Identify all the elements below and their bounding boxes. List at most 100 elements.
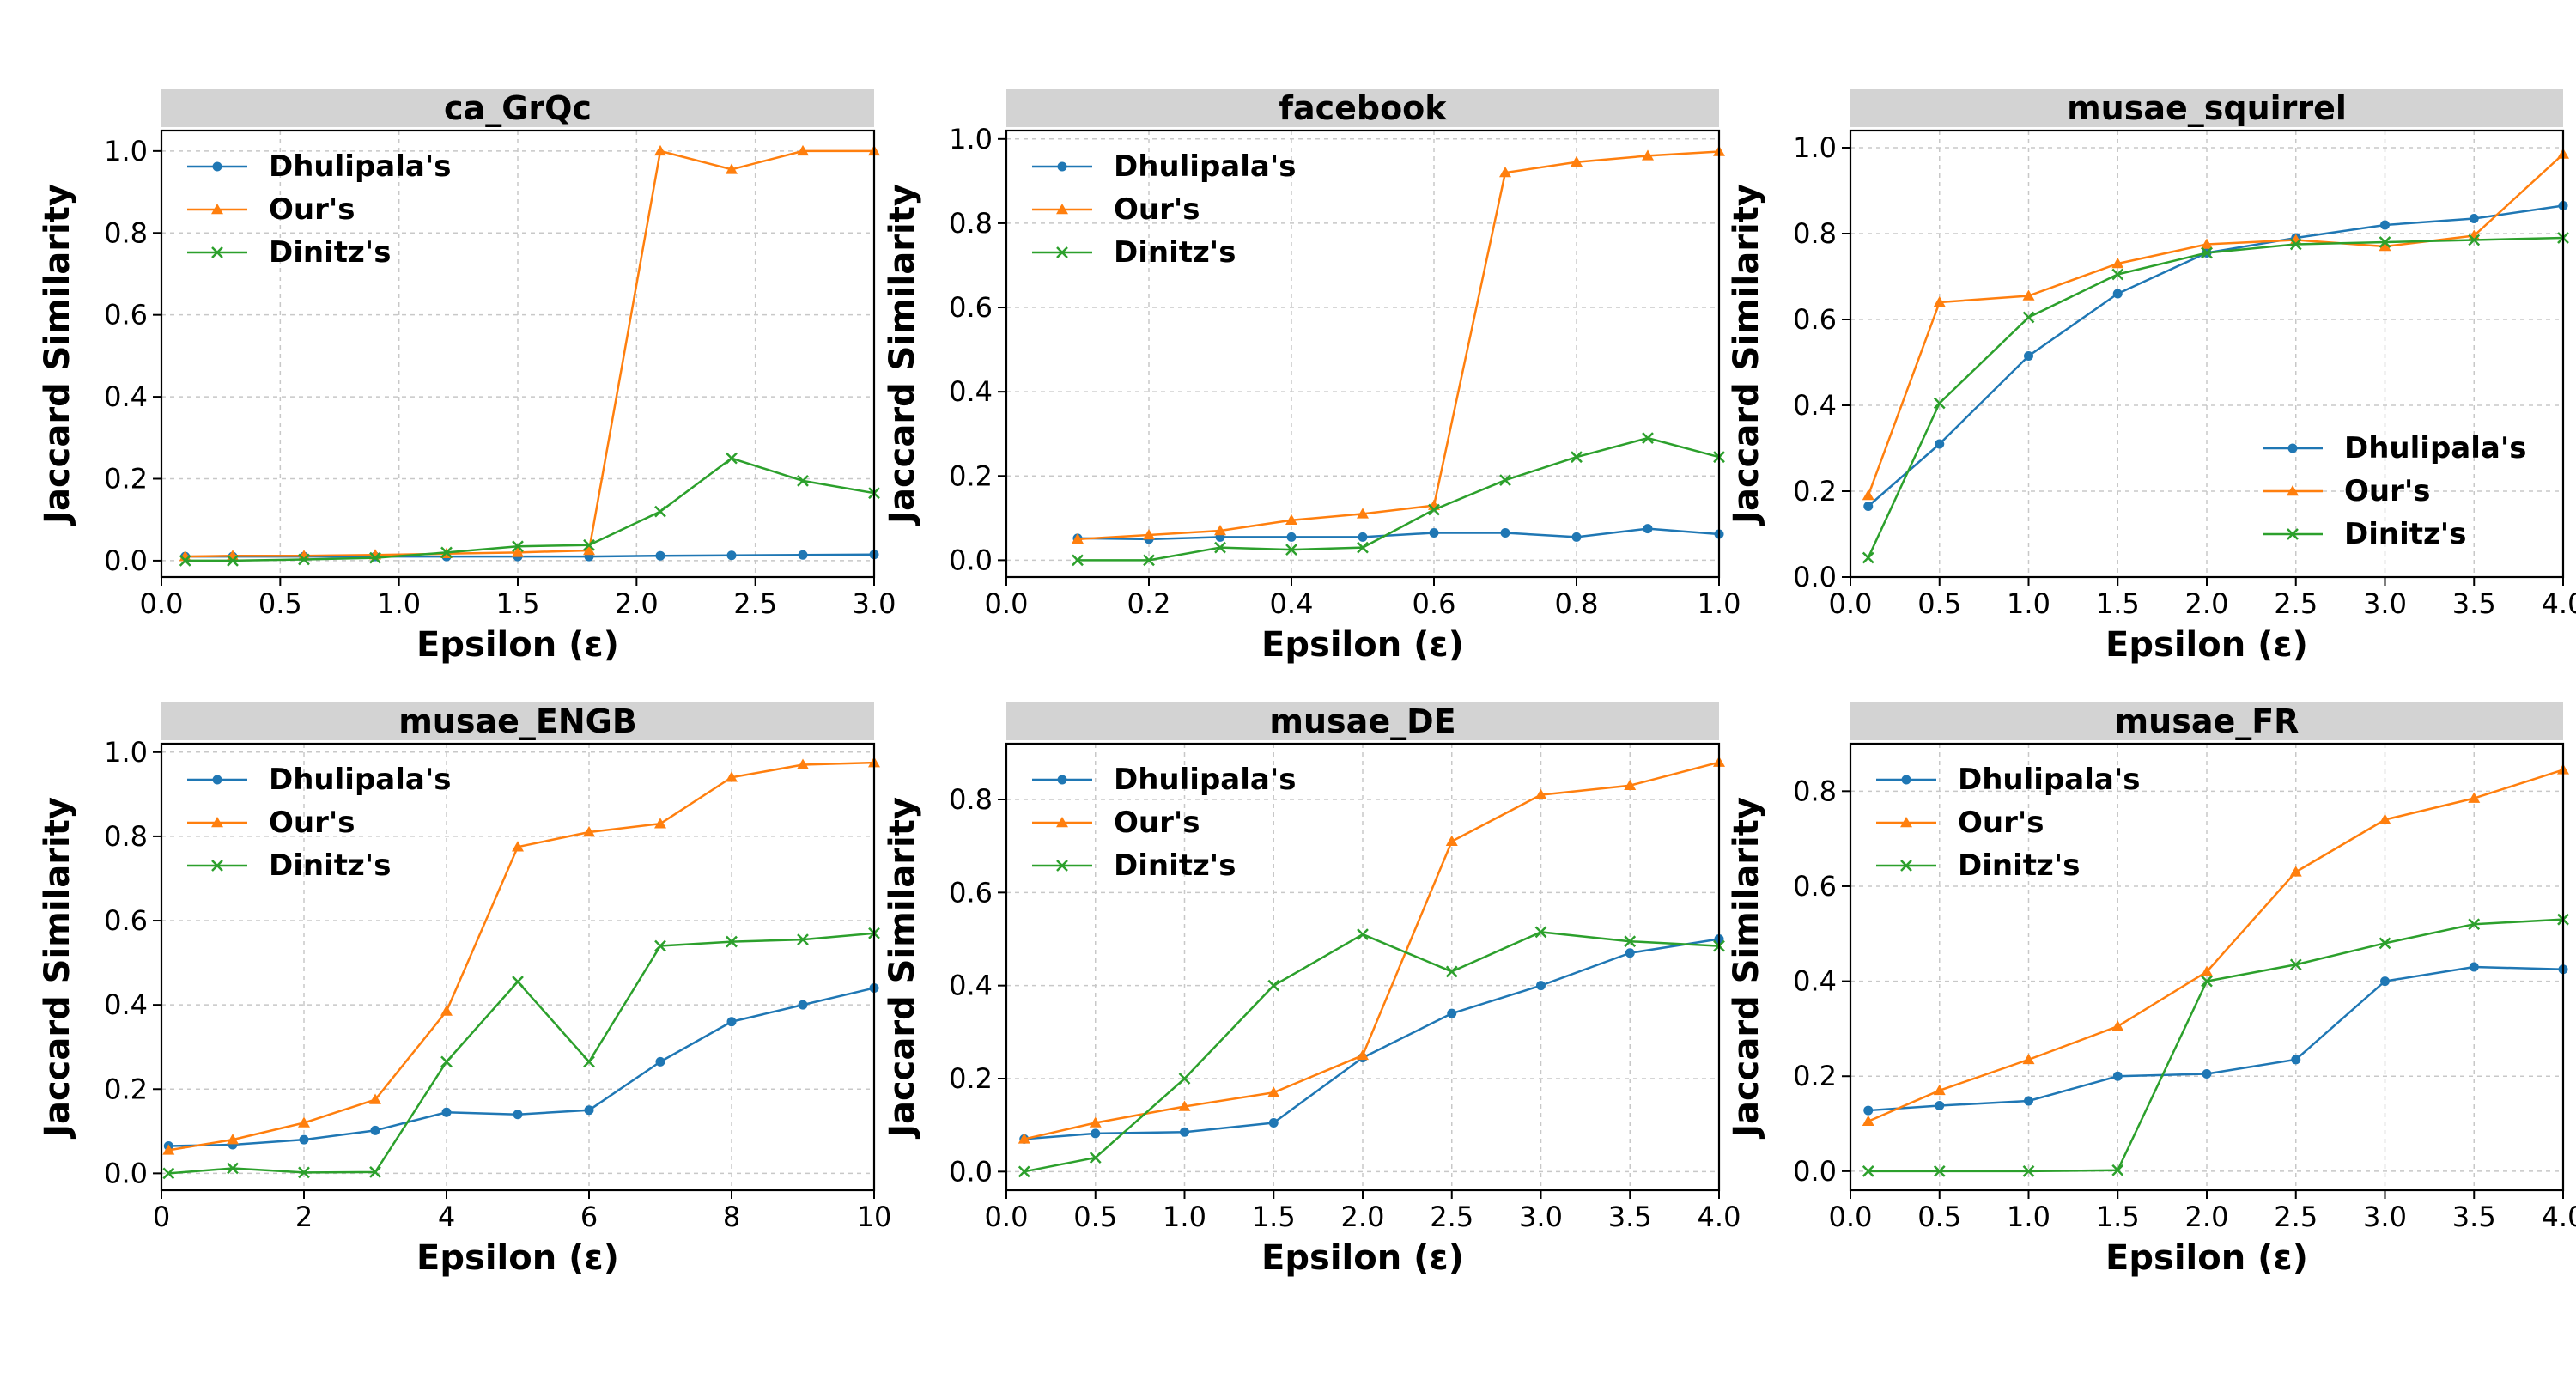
data-point	[1447, 1008, 1457, 1018]
y-tick-label: 0.6	[104, 904, 148, 937]
data-point	[1642, 149, 1654, 161]
x-tick-label: 0.2	[1127, 587, 1171, 620]
panel-musae-engb: musae_ENGB 0 2 4 6 8 10 0.0 0.2 0.4 0.6 0.8 1.0 Epsil…	[38, 702, 891, 1278]
data-point	[2022, 1053, 2035, 1065]
y-tick-label: 1.0	[104, 736, 148, 769]
title-strip	[1006, 702, 1719, 740]
x-tick-label: 0.4	[1270, 587, 1314, 620]
x-tick-label: 0.0	[1829, 1201, 1873, 1233]
y-tick-label: 0.8	[104, 820, 148, 853]
x-tick-label: 2.0	[615, 587, 659, 620]
data-point	[583, 1055, 595, 1068]
title-strip	[161, 702, 874, 740]
legend-marker	[1056, 860, 1068, 872]
legend: Dhulipala's Our's Dinitz's	[187, 763, 451, 883]
data-point	[797, 144, 809, 156]
legend: Dhulipala's Our's Dinitz's	[1032, 763, 1296, 883]
data-point	[227, 1162, 239, 1175]
x-axis-label: Epsilon (ε)	[1261, 625, 1464, 665]
data-point	[726, 550, 737, 561]
data-point	[1499, 474, 1511, 487]
x-tick-label: 3.5	[2452, 1201, 2496, 1233]
legend-label: Our's	[1958, 806, 2044, 840]
data-point	[2024, 1096, 2033, 1106]
data-point	[162, 1167, 175, 1180]
x-tick-label: 2	[295, 1201, 313, 1233]
x-tick-label: 0.0	[985, 587, 1029, 620]
legend-label: Dinitz's	[1958, 848, 2080, 883]
legend-label: Our's	[1114, 192, 1200, 227]
y-tick-label: 0.8	[949, 207, 993, 240]
data-point	[1625, 948, 1635, 958]
legend-marker	[2287, 485, 2299, 496]
x-tick-label: 1.0	[1698, 587, 1741, 620]
series-dhulipala-s	[163, 983, 879, 1151]
data-point	[1018, 1165, 1030, 1178]
data-point	[1862, 1115, 1874, 1127]
series-dinitz-s	[1072, 432, 1725, 567]
data-point	[2024, 351, 2033, 361]
data-point	[1143, 554, 1155, 567]
legend-label: Dhulipala's	[269, 763, 451, 797]
title-strip	[161, 89, 874, 127]
data-point	[1089, 1152, 1102, 1164]
y-tick-label: 0.8	[949, 783, 993, 816]
series-dinitz-s	[1018, 926, 1725, 1178]
data-point	[1072, 532, 1084, 544]
legend-label: Dinitz's	[269, 848, 391, 883]
series-line	[1077, 527, 1720, 541]
x-tick-label: 0.5	[1917, 1201, 1961, 1233]
y-tick-label: 0.6	[104, 299, 148, 331]
data-point	[2201, 238, 2213, 249]
y-tick-label: 0.2	[104, 463, 148, 495]
data-point	[2022, 1164, 2035, 1177]
data-point	[2289, 866, 2302, 877]
data-point	[726, 771, 738, 782]
panel-facebook: facebook 0.0 0.2 0.4 0.6 0.8 1.0 0.0 0.2 0.4 0.6 0.…	[883, 89, 1741, 665]
x-tick-label: 3.0	[853, 587, 896, 620]
y-axis-label: Jaccard Similarity	[1727, 184, 1766, 526]
x-tick-label: 1.5	[1252, 1201, 1296, 1233]
data-point	[1933, 1164, 1946, 1177]
data-point	[2468, 918, 2481, 931]
panel-musae-squirrel: musae_squirrel 0.0 0.5 1.0 1.5 2.0 2.5 3.0 3.5 4.…	[1727, 89, 2576, 665]
x-tick-label: 0.5	[1917, 587, 1961, 620]
data-point	[726, 452, 738, 465]
y-tick-label: 0.8	[1793, 775, 1837, 807]
legend-label: Our's	[1114, 806, 1200, 840]
x-tick-label: 2.5	[2274, 1201, 2318, 1233]
y-tick-label: 0.0	[949, 1155, 993, 1188]
series-line	[1868, 965, 2564, 1112]
data-point	[1863, 502, 1874, 511]
x-tick-label: 0.5	[258, 587, 302, 620]
data-point	[798, 1000, 808, 1010]
y-tick-label: 1.0	[104, 135, 148, 167]
panel-title: musae_FR	[2115, 702, 2300, 740]
title-strip	[1850, 89, 2563, 127]
legend-label: Dhulipala's	[2344, 431, 2526, 465]
data-point	[1267, 979, 1280, 992]
legend-marker	[212, 161, 222, 172]
legend-label: Dinitz's	[1114, 848, 1236, 883]
data-point	[584, 1105, 594, 1116]
data-point	[1933, 1084, 1946, 1096]
panel-title: ca_GrQc	[444, 89, 592, 127]
data-point	[1286, 532, 1297, 542]
data-point	[2469, 214, 2479, 223]
x-tick-label: 0.6	[1413, 587, 1456, 620]
x-tick-label: 0.0	[140, 587, 184, 620]
data-point	[1571, 451, 1583, 464]
data-point	[1643, 524, 1653, 534]
data-point	[726, 1017, 737, 1027]
data-point	[1357, 508, 1369, 519]
legend-label: Our's	[269, 806, 355, 840]
x-tick-label: 1.0	[2007, 587, 2050, 620]
x-tick-label: 2.5	[733, 587, 777, 620]
x-tick-label: 4.0	[2542, 1201, 2576, 1233]
y-tick-label: 1.0	[949, 123, 993, 155]
data-point	[2380, 976, 2390, 987]
data-point	[2468, 792, 2481, 803]
data-point	[1428, 503, 1440, 516]
data-point	[654, 144, 666, 156]
series-line	[1867, 236, 2564, 559]
